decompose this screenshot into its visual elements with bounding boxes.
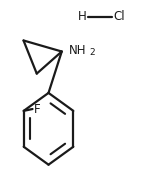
Text: H: H — [78, 10, 87, 23]
Text: 2: 2 — [89, 48, 95, 57]
Text: F: F — [34, 102, 41, 116]
Text: Cl: Cl — [113, 10, 125, 23]
Text: NH: NH — [69, 44, 87, 57]
